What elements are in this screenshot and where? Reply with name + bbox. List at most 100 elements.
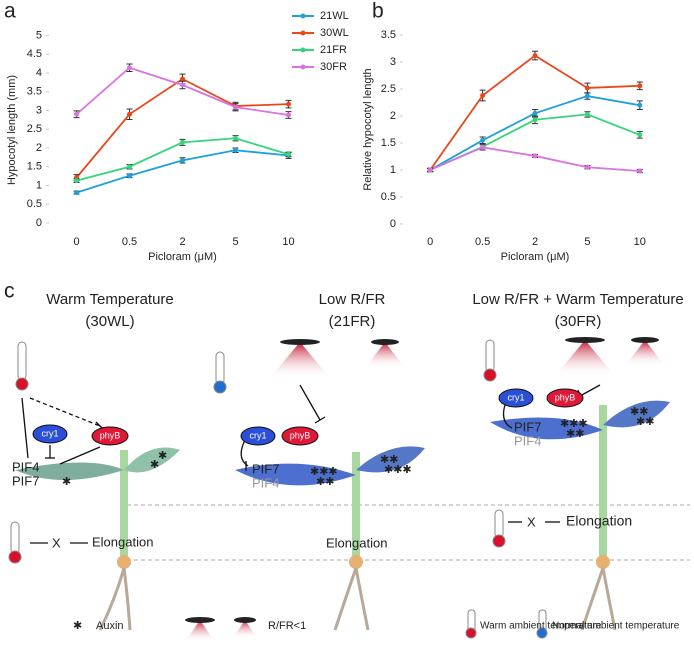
point: [286, 151, 291, 157]
protein: [546, 388, 584, 408]
point: [532, 53, 538, 59]
point: [127, 65, 132, 71]
protein-label: cry1: [249, 430, 266, 440]
point: [637, 132, 643, 138]
svg-text:✱✱: ✱✱: [316, 476, 334, 488]
protein-label: cry1: [41, 428, 58, 438]
protein-label: cry1: [507, 392, 524, 402]
result-label: Elongation: [92, 534, 153, 549]
protein: [498, 388, 534, 408]
legend-label: 30FR: [320, 61, 347, 73]
legend-swatch: [300, 64, 306, 70]
y-axis-title: Relative hypocotyl length: [362, 68, 374, 190]
block-label: X: [52, 535, 61, 550]
thermometer: [8, 339, 548, 639]
point: [584, 85, 590, 91]
point: [532, 110, 538, 116]
svg-text:✱✱: ✱✱: [566, 428, 584, 440]
point: [180, 157, 185, 163]
y-tick-label: 1: [36, 179, 42, 191]
plant: [490, 400, 670, 631]
series-line: [429, 95, 640, 171]
svg-text:✱✱: ✱✱: [380, 454, 398, 466]
legend-swatch: [300, 47, 306, 53]
point: [127, 164, 132, 170]
point: [127, 111, 132, 117]
point: [127, 173, 132, 179]
svg-text:✱: ✱: [62, 476, 71, 488]
svg-text:✱✱✱: ✱✱✱: [310, 466, 338, 478]
point: [233, 135, 238, 141]
protein-label: phyB: [100, 430, 121, 440]
legend-swatch: [300, 13, 306, 19]
point: [637, 83, 643, 89]
point: [233, 104, 238, 110]
result-label: Elongation: [326, 535, 387, 550]
svg-text:✱✱: ✱✱: [636, 416, 654, 428]
y-axis-title: Hypocotyl length (mm): [6, 75, 18, 185]
panel-label: a: [4, 0, 16, 23]
y-tick-label: 1.5: [381, 137, 396, 149]
x-axis-title: Picloram (μM): [501, 251, 570, 263]
legend-swatch: [300, 30, 306, 36]
y-tick-label: 1.5: [27, 161, 42, 173]
y-tick-label: 1: [390, 164, 396, 176]
y-tick-label: 0: [390, 218, 396, 230]
panel-title: Low R/FR: [319, 291, 386, 308]
arrow: [21, 384, 601, 544]
legend-label: 21WL: [320, 10, 349, 22]
plant: [235, 446, 425, 631]
gene-label: PIF7: [252, 461, 279, 476]
panel-condition: (30WL): [85, 313, 134, 330]
protein: [91, 426, 129, 446]
y-tick-label: 0.5: [381, 191, 396, 203]
point: [286, 101, 291, 107]
lamp: [185, 337, 665, 642]
x-tick-label: 2: [179, 236, 185, 248]
panel-label: c: [4, 280, 15, 303]
point: [180, 82, 185, 88]
y-tick-label: 2.5: [381, 83, 396, 95]
svg-text:✱: ✱: [73, 620, 82, 632]
point: [180, 139, 185, 145]
y-tick-label: 0: [36, 217, 42, 229]
x-tick-label: 10: [282, 236, 294, 248]
panel-title: Low R/FR + Warm Temperature: [472, 291, 683, 308]
svg-text:✱: ✱: [150, 459, 159, 471]
x-tick-label: 0.5: [475, 236, 490, 248]
gene-label: PIF4: [12, 459, 39, 474]
svg-text:✱✱✱: ✱✱✱: [384, 464, 412, 476]
protein-label: phyB: [555, 392, 576, 402]
x-tick-label: 2: [532, 236, 538, 248]
point: [286, 112, 291, 118]
y-tick-label: 0.5: [27, 198, 42, 210]
protein: [32, 424, 68, 444]
plant: [15, 447, 180, 631]
x-axis-title: Picloram (μM): [148, 251, 217, 263]
y-tick-label: 2: [36, 142, 42, 154]
panel-title: Warm Temperature: [46, 291, 174, 308]
point: [532, 117, 538, 123]
point: [427, 167, 433, 173]
block-label: X: [527, 514, 536, 529]
panel-label: b: [372, 0, 384, 23]
point: [637, 102, 643, 108]
point: [584, 111, 590, 117]
point: [637, 168, 643, 174]
protein: [240, 426, 276, 446]
point: [74, 178, 79, 184]
legend-label: R/FR<1: [268, 620, 306, 632]
panel-condition: (30FR): [555, 313, 602, 330]
legend-label: Normal ambient temperature: [552, 621, 680, 632]
gene-label: PIF4: [514, 433, 541, 448]
point: [480, 93, 486, 99]
svg-text:✱✱✱: ✱✱✱: [560, 418, 588, 430]
legend-label: 30WL: [320, 27, 349, 39]
y-tick-label: 2: [390, 110, 396, 122]
gene-label: PIF7: [514, 419, 541, 434]
point: [480, 137, 486, 143]
point: [180, 76, 185, 82]
x-tick-label: 0: [73, 236, 79, 248]
point: [584, 164, 590, 170]
